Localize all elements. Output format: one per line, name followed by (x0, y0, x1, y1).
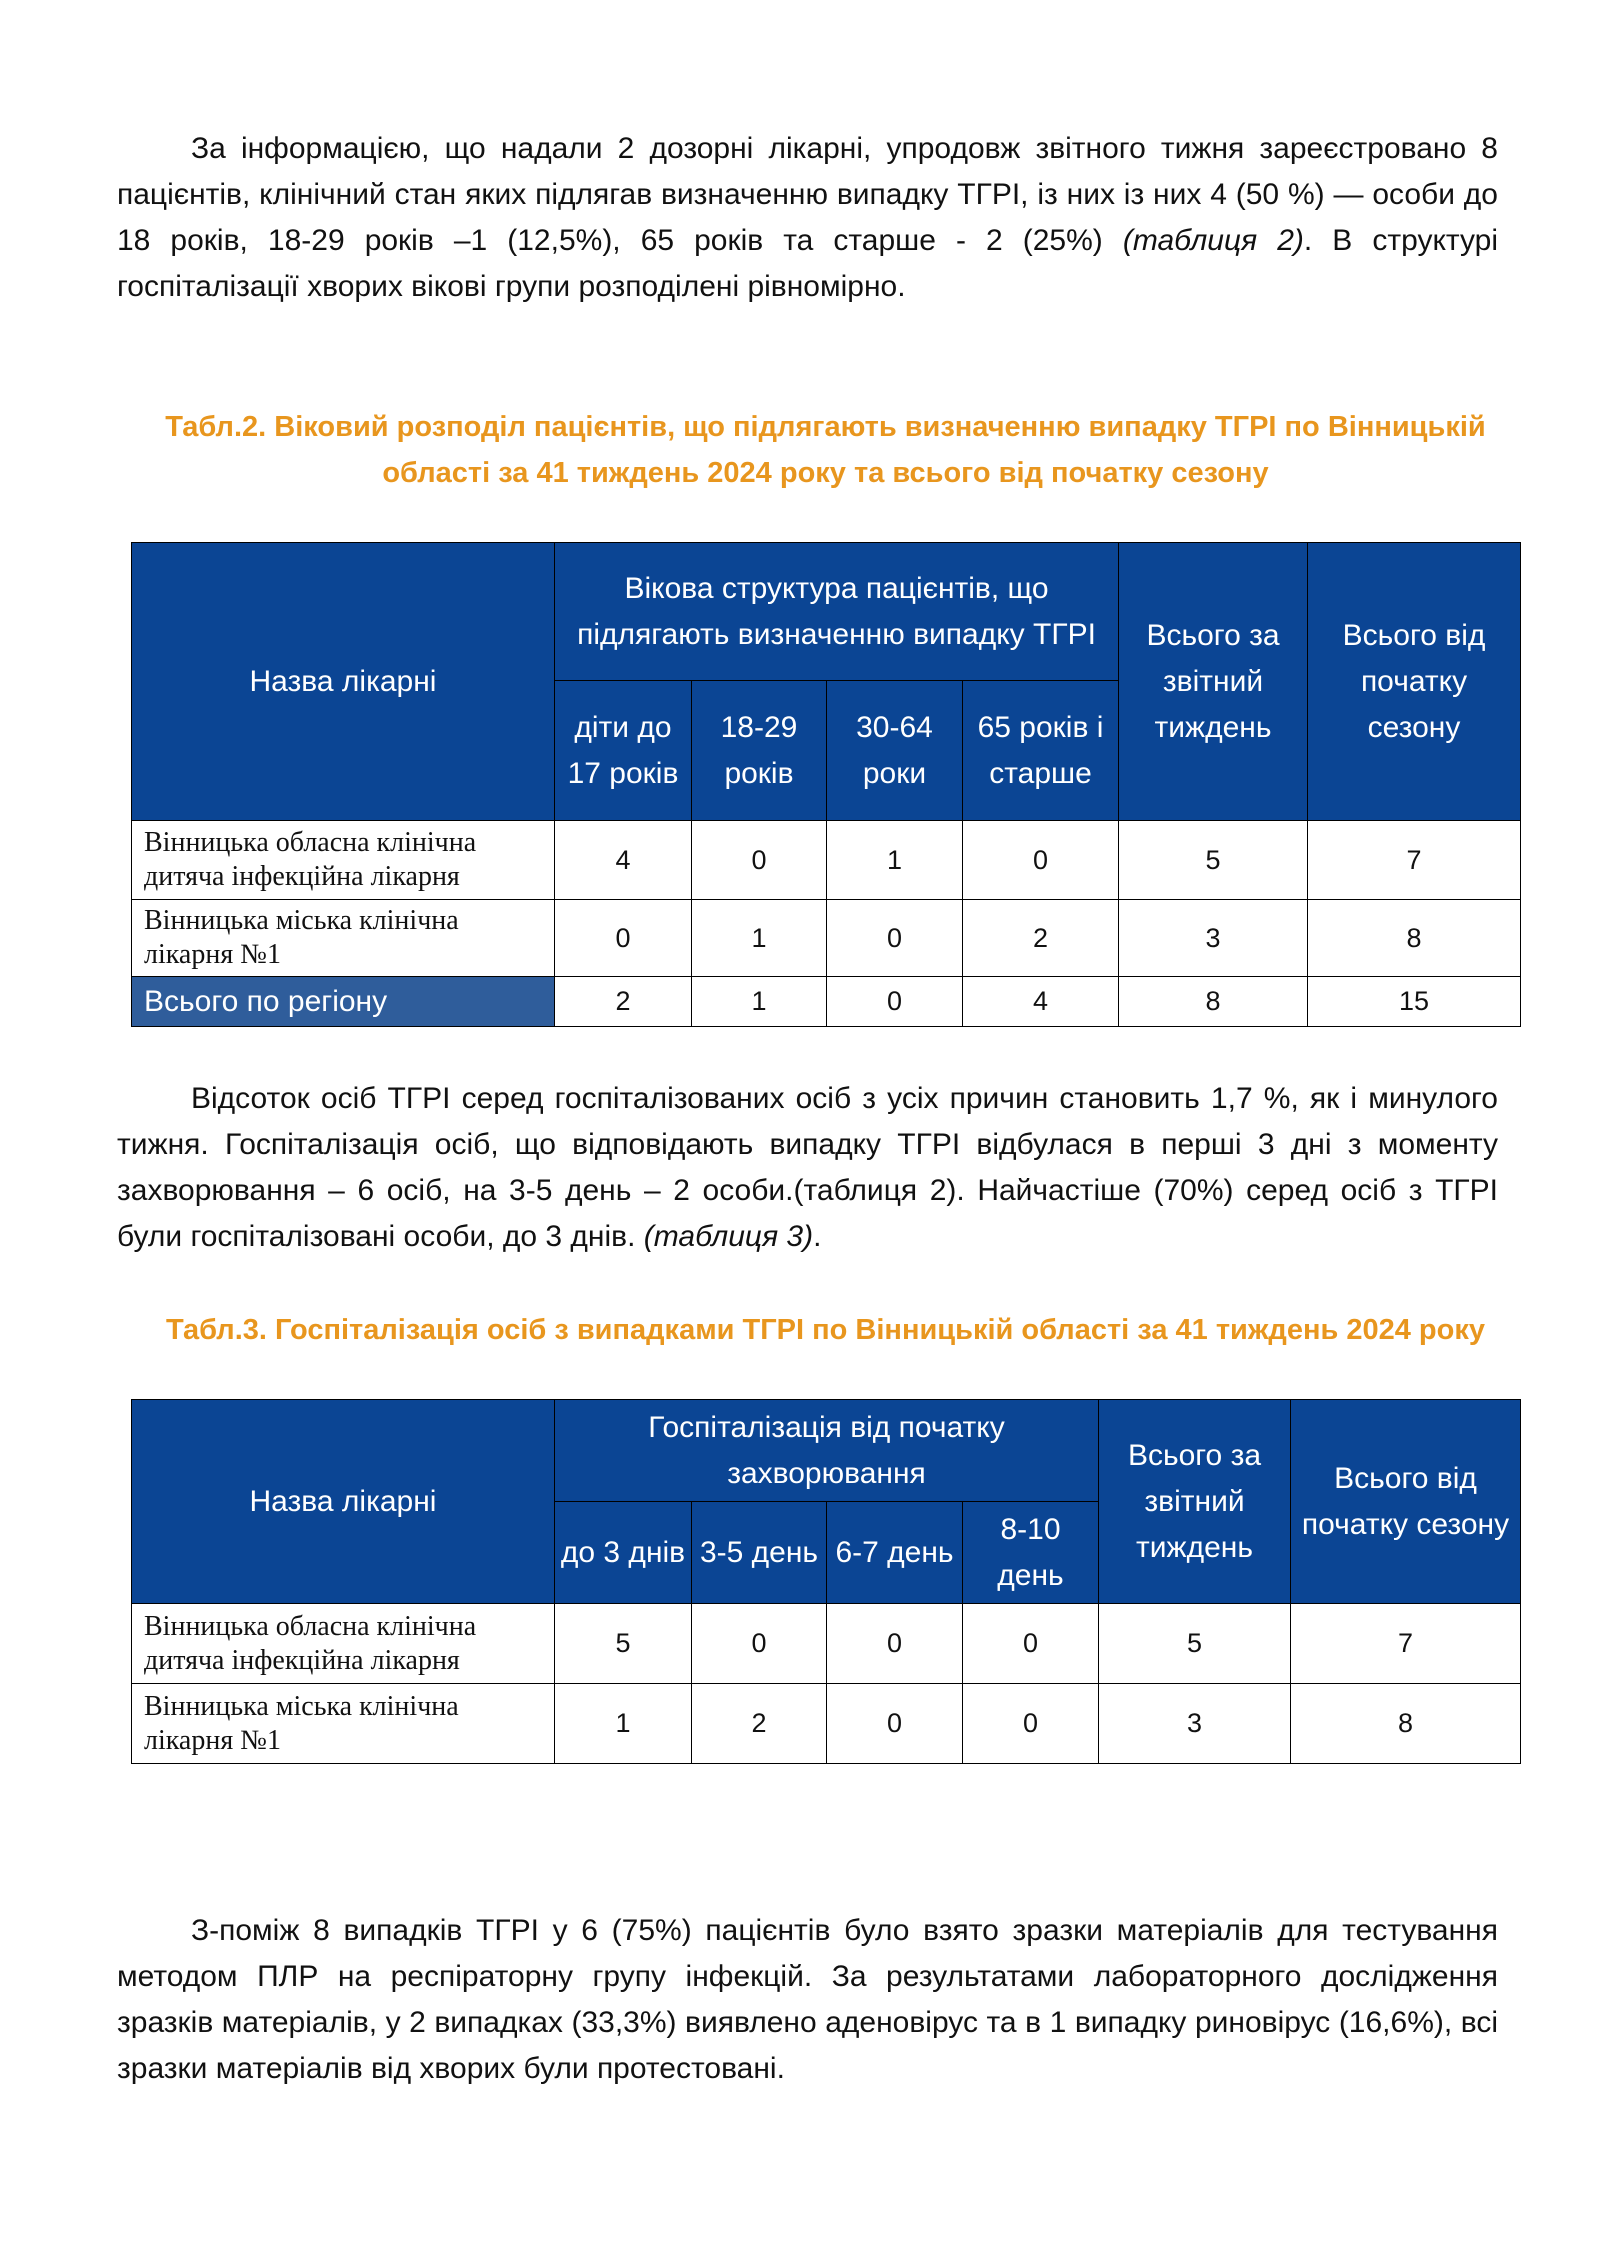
cell: 15 (1307, 976, 1522, 1027)
row-label: Вінницька міська клінічна лікарня №1 (131, 1683, 555, 1764)
paragraph: З-поміж 8 випадків ТГРІ у 6 (75%) пацієн… (117, 1908, 1498, 2092)
cell: 3 (1098, 1683, 1291, 1764)
cell: 1 (691, 899, 827, 977)
table-row: Вінницька обласна клінічна дитяча інфекц… (131, 820, 1522, 900)
header-cell: 30-64 роки (826, 680, 963, 821)
row-label: Всього по регіону (131, 976, 555, 1027)
cell: 7 (1307, 820, 1522, 900)
cell: 0 (554, 899, 692, 977)
data-table: Назва лікарні Госпіталізація від початку … (131, 1399, 1521, 1764)
cell: 0 (826, 1683, 963, 1764)
cell: 1 (826, 820, 963, 900)
cell: 0 (961, 820, 1120, 900)
header-cell: 6-7 день (826, 1501, 963, 1604)
text: З-поміж 8 випадків ТГРІ у 6 (75%) пацієн… (117, 1914, 1498, 2085)
table-title: Табл.3. Госпіталізація осіб з випадками … (165, 1314, 1486, 1346)
cell: 5 (554, 1603, 692, 1684)
header-cell: діти до 17 років (554, 680, 692, 821)
row-label: Вінницька обласна клінічна дитяча інфекц… (131, 1603, 555, 1684)
header-cell: 8-10 день (962, 1501, 1099, 1604)
data-table: Назва лікарні Вікова структура пацієнтів,… (131, 542, 1522, 1027)
header-cell: 3-5 день (691, 1501, 827, 1604)
cell: 0 (691, 820, 827, 900)
text-italic: (таблиця 3) (643, 1220, 814, 1253)
header-cell: до 3 днів (554, 1501, 692, 1604)
table-row: Всього по регіону 2 1 0 4 8 15 (131, 976, 1522, 1027)
cell: 2 (691, 1683, 827, 1764)
cell: 8 (1307, 899, 1522, 977)
text: За інформацією, що надали 2 дозорні ліка… (117, 132, 1498, 257)
cell: 8 (1290, 1683, 1521, 1764)
header-cell: Всього за звітний тиждень (1098, 1399, 1291, 1604)
header-cell: Всього за звітний тиждень (1118, 542, 1309, 821)
cell: 2 (554, 976, 692, 1027)
header-row: до 3 днів 3-5 день 6-7 день 8-10 день (132, 1501, 1521, 1604)
text: Відсоток осіб ТГРІ серед госпіталізовани… (117, 1082, 1498, 1253)
cell: 3 (1118, 899, 1309, 977)
cell: 0 (826, 976, 963, 1027)
row-label: Вінницька міська клінічна лікарня №1 (131, 899, 555, 977)
header-cell: Назва лікарні (131, 542, 555, 821)
header-row: Назва лікарні Госпіталізація від початку … (131, 1399, 1521, 1604)
cell: 4 (961, 976, 1120, 1027)
header-cell: Вікова структура пацієнтів, що підлягают… (553, 542, 1120, 681)
cell: 4 (554, 820, 692, 900)
header-row: Назва лікарні Вікова структура пацієнтів,… (131, 542, 1522, 821)
cell: 0 (826, 1603, 963, 1684)
cell: 5 (1118, 820, 1309, 900)
header-cell: Всього від початку сезону (1290, 1399, 1521, 1604)
cell: 0 (962, 1683, 1099, 1764)
cell: 7 (1290, 1603, 1521, 1684)
text: . В структурі госпіталізації хворих віко… (117, 224, 1498, 303)
cell: 0 (962, 1603, 1099, 1684)
paragraph: Відсоток осіб ТГРІ серед госпіталізовани… (117, 1076, 1498, 1260)
paragraph: За інформацією, що надали 2 дозорні ліка… (117, 126, 1498, 310)
header-cell: 18-29 років (691, 680, 827, 821)
cell: 8 (1118, 976, 1309, 1027)
cell: 5 (1098, 1603, 1291, 1684)
cell: 1 (691, 976, 827, 1027)
table-row: Вінницька обласна клінічна дитяча інфекц… (131, 1603, 1521, 1684)
cell: 0 (826, 899, 963, 977)
header-cell: Всього від початку сезону (1307, 542, 1522, 821)
cell: 0 (691, 1603, 827, 1684)
text-italic: (таблиця 2) (1122, 224, 1304, 257)
table-row: Вінницька міська клінічна лікарня №1 0 1 0 2… (131, 899, 1522, 977)
row-label: Вінницька обласна клінічна дитяча інфекц… (131, 820, 555, 900)
header-cell: Назва лікарні (131, 1399, 555, 1604)
cell: 1 (554, 1683, 692, 1764)
header-cell: Госпіталізація від початку захворювання (554, 1399, 1099, 1502)
cell: 2 (961, 899, 1120, 977)
table-row: Вінницька міська клінічна лікарня №1 1 2 0 0… (131, 1683, 1521, 1764)
text: . (813, 1220, 822, 1253)
table-title: Табл.2. Віковий розподіл пацієнтів, що п… (165, 411, 1486, 489)
header-cell: 65 років і старше (961, 680, 1120, 821)
header-row: діти до 17 років 18-29 років 30-64 роки 65 … (132, 680, 1521, 821)
